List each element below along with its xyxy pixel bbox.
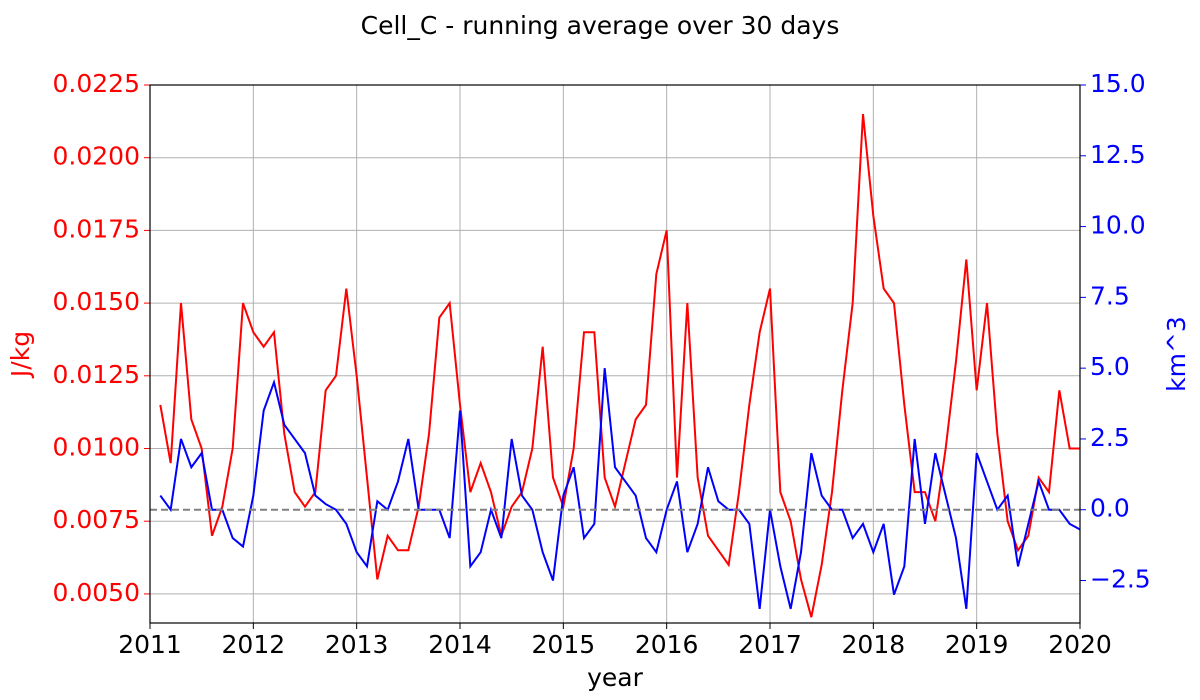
data-line bbox=[159, 368, 1081, 610]
y2-tick-label: 5.0 bbox=[1090, 352, 1130, 381]
y-tick-label: 0.0100 bbox=[53, 433, 140, 462]
y2-axis-label: km^3 bbox=[1162, 316, 1191, 392]
x-tick-label: 2017 bbox=[738, 630, 802, 659]
x-tick-label: 2020 bbox=[1048, 630, 1112, 659]
x-tick-label: 2015 bbox=[532, 630, 596, 659]
x-axis-label: year bbox=[587, 663, 643, 692]
y-tick-label: 0.0050 bbox=[53, 578, 140, 607]
x-tick-label: 2011 bbox=[118, 630, 182, 659]
y-tick-label: 0.0125 bbox=[53, 360, 140, 389]
data-line bbox=[159, 113, 1080, 618]
x-tick-label: 2019 bbox=[945, 630, 1009, 659]
x-tick-label: 2014 bbox=[428, 630, 492, 659]
y-tick-label: 0.0075 bbox=[53, 505, 140, 534]
y-tick-label: 0.0150 bbox=[53, 287, 140, 316]
y-tick-label: 0.0225 bbox=[53, 69, 140, 98]
x-tick-label: 2012 bbox=[222, 630, 286, 659]
y-tick-label: 0.0175 bbox=[53, 214, 140, 243]
y2-tick-label: 12.5 bbox=[1090, 140, 1146, 169]
y-axis-label: J/kg bbox=[6, 331, 35, 379]
y2-tick-label: −2.5 bbox=[1090, 565, 1151, 594]
y2-tick-label: 2.5 bbox=[1090, 423, 1130, 452]
x-tick-label: 2018 bbox=[842, 630, 906, 659]
x-tick-label: 2013 bbox=[325, 630, 389, 659]
y2-tick-label: 10.0 bbox=[1090, 211, 1146, 240]
plot-frame bbox=[149, 84, 1081, 624]
y-tick-label: 0.0200 bbox=[53, 142, 140, 171]
y2-tick-label: 15.0 bbox=[1090, 69, 1146, 98]
y2-tick-label: 0.0 bbox=[1090, 494, 1130, 523]
x-tick-label: 2016 bbox=[635, 630, 699, 659]
chart-title: Cell_C - running average over 30 days bbox=[361, 11, 840, 40]
y2-tick-label: 7.5 bbox=[1090, 281, 1130, 310]
